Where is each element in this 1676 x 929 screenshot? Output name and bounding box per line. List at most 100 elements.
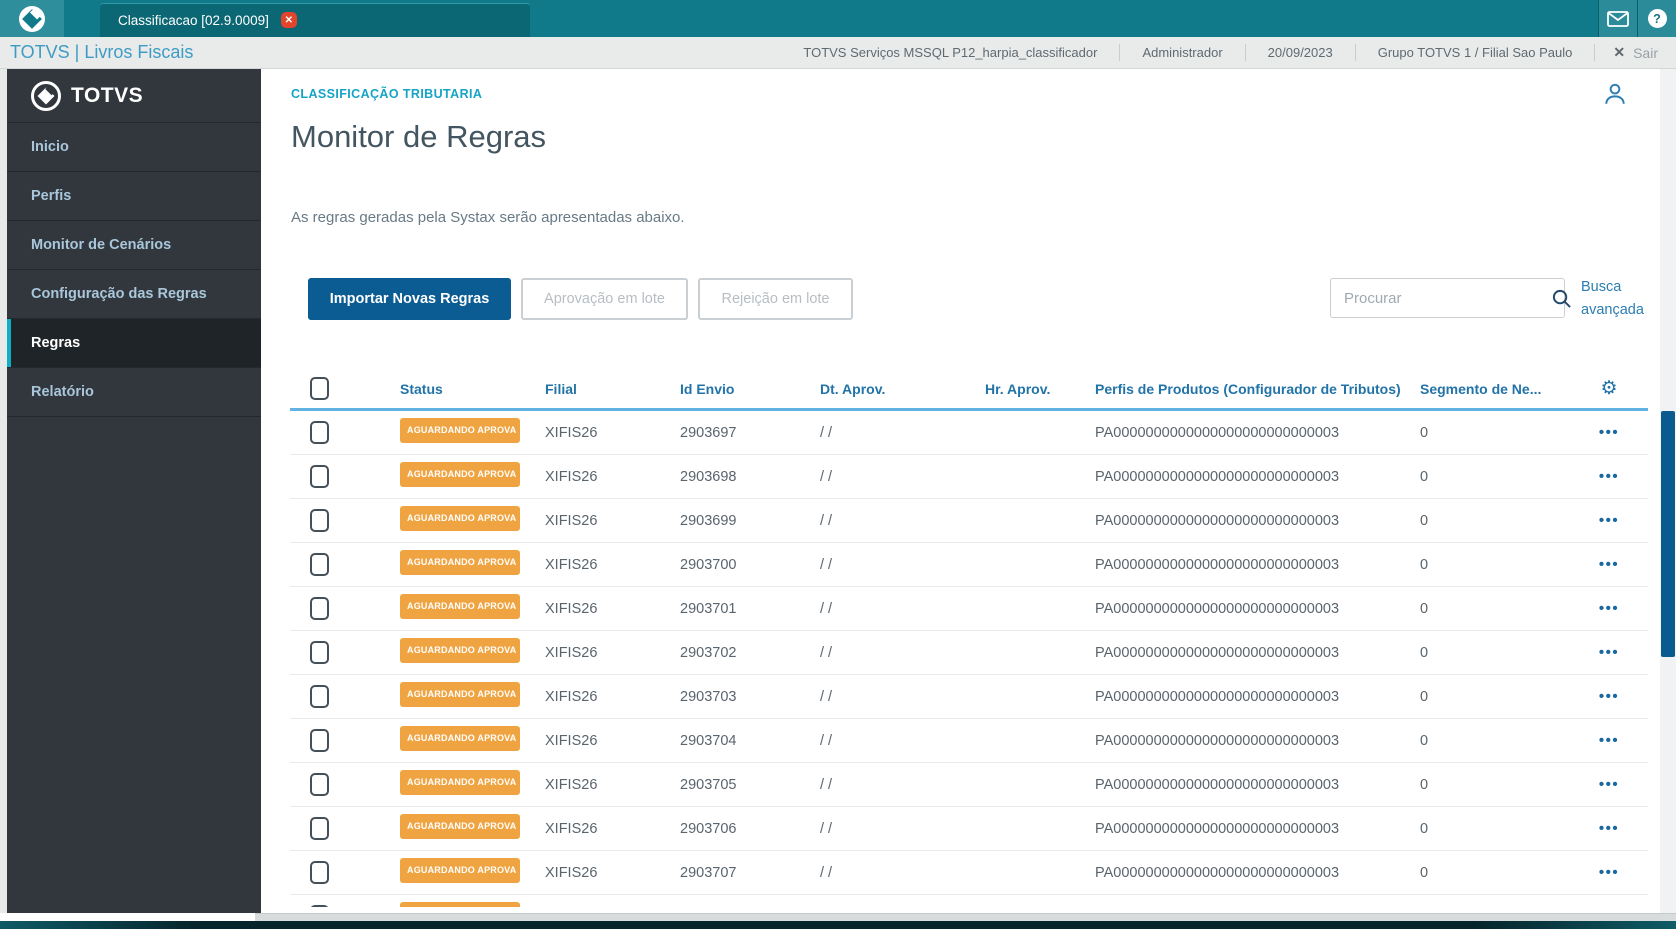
status-badge: AGUARDANDO APROVA — [400, 418, 520, 443]
search-icon[interactable] — [1551, 288, 1582, 309]
cell-segmento: 0 — [1420, 732, 1429, 749]
row-more-actions-button[interactable]: ••• — [1598, 600, 1620, 617]
import-rules-button[interactable]: Importar Novas Regras — [308, 278, 511, 320]
sidebar-item-configuração-das-regras[interactable]: Configuração das Regras — [7, 270, 261, 319]
totvs-logo-icon — [19, 5, 45, 32]
horizontal-scrollbar-track[interactable] — [255, 913, 1676, 921]
table-row: AGUARDANDO APROVA XIFIS26 2903700 / / PA… — [290, 543, 1648, 587]
cell-id-envio: 2903706 — [680, 820, 737, 837]
mail-button[interactable] — [1598, 0, 1637, 37]
cell-id-envio: 2903697 — [680, 424, 737, 441]
column-header-perfis[interactable]: Perfis de Produtos (Configurador de Trib… — [1095, 380, 1401, 397]
select-all-checkbox[interactable] — [310, 377, 329, 400]
sidebar-item-inicio[interactable]: Inicio — [7, 123, 261, 172]
vertical-scrollbar-track[interactable] — [1660, 69, 1676, 913]
row-checkbox[interactable] — [310, 817, 329, 840]
sidebar-item-regras[interactable]: Regras — [7, 319, 261, 368]
help-button[interactable]: ? — [1637, 0, 1676, 37]
row-more-actions-button[interactable]: ••• — [1598, 556, 1620, 573]
advanced-search-link[interactable]: Busca avançada — [1581, 276, 1661, 322]
window-titlebar: Classificacao [02.9.0009] ✕ ? — [0, 0, 1676, 37]
row-more-actions-button[interactable]: ••• — [1598, 732, 1620, 749]
breadcrumb: CLASSIFICAÇÃO TRIBUTARIA — [291, 87, 483, 101]
app-logo-button[interactable] — [0, 0, 64, 37]
cell-dt-aprov: / / — [820, 820, 833, 837]
column-header-hr-aprov[interactable]: Hr. Aprov. — [985, 380, 1051, 397]
cell-perfil: PA0000000000000000000000000003 — [1095, 776, 1340, 793]
batch-approve-button[interactable]: Aprovação em lote — [521, 278, 688, 320]
row-checkbox[interactable] — [310, 905, 329, 907]
row-more-actions-button[interactable]: ••• — [1598, 644, 1620, 661]
cell-segmento: 0 — [1420, 468, 1429, 485]
cell-dt-aprov: / / — [820, 424, 833, 441]
row-checkbox[interactable] — [310, 465, 329, 488]
group-branch: Grupo TOTVS 1 / Filial Sao Paulo — [1377, 45, 1573, 60]
divider — [1594, 44, 1596, 61]
cell-dt-aprov: / / — [820, 688, 833, 705]
row-more-actions-button[interactable]: ••• — [1598, 512, 1620, 529]
status-badge: AGUARDANDO APROVA — [400, 638, 520, 663]
cell-perfil: PA0000000000000000000000000003 — [1095, 688, 1340, 705]
row-more-actions-button[interactable]: ••• — [1598, 820, 1620, 837]
cell-perfil: PA0000000000000000000000000003 — [1095, 512, 1340, 529]
sidebar-item-perfis[interactable]: Perfis — [7, 172, 261, 221]
row-more-actions-button[interactable]: ••• — [1598, 468, 1620, 485]
row-checkbox[interactable] — [310, 773, 329, 796]
cell-segmento: 0 — [1420, 600, 1429, 617]
row-more-actions-button[interactable]: ••• — [1598, 688, 1620, 705]
cell-id-envio: 2903699 — [680, 512, 737, 529]
row-checkbox[interactable] — [310, 421, 329, 444]
logout-label: Sair — [1633, 44, 1658, 61]
sidebar: TOTVS Inicio Perfis Monitor de Cenários Con… — [7, 69, 261, 913]
batch-reject-button[interactable]: Rejeição em lote — [698, 278, 853, 320]
totvs-logo-icon — [31, 80, 61, 111]
row-checkbox[interactable] — [310, 641, 329, 664]
column-header-segmento[interactable]: Segmento de Ne... — [1420, 380, 1542, 397]
status-badge: AGUARDANDO APROVA — [400, 682, 520, 707]
status-badge: AGUARDANDO APROVA — [400, 770, 520, 795]
column-header-filial[interactable]: Filial — [545, 380, 577, 397]
status-badge: AGUARDANDO APROVA — [400, 858, 520, 883]
tab-close-icon[interactable]: ✕ — [280, 12, 297, 28]
row-more-actions-button[interactable]: ••• — [1598, 424, 1620, 441]
row-checkbox[interactable] — [310, 729, 329, 752]
row-more-actions-button[interactable]: ••• — [1598, 776, 1620, 793]
table-row: AGUARDANDO APROVA XIFIS26 2903703 / / PA… — [290, 675, 1648, 719]
table-row: AGUARDANDO APROVA XIFIS26 2903697 / / PA… — [290, 895, 1648, 907]
vertical-scrollbar-thumb[interactable] — [1661, 411, 1675, 657]
column-settings-gear-icon[interactable]: ⚙ — [1600, 378, 1618, 399]
brand-title: TOTVS | Livros Fiscais — [10, 42, 194, 62]
cell-id-envio: 2903700 — [680, 556, 737, 573]
help-icon: ? — [1647, 9, 1667, 28]
divider — [1244, 44, 1246, 61]
logout-button[interactable]: ✕ Sair — [1595, 44, 1676, 61]
current-date: 20/09/2023 — [1267, 45, 1333, 60]
user-profile-button[interactable] — [1602, 81, 1628, 112]
cell-id-envio: 2903698 — [680, 468, 737, 485]
cell-perfil: PA0000000000000000000000000003 — [1095, 644, 1340, 661]
cell-id-envio: 2903707 — [680, 864, 737, 881]
row-more-actions-button[interactable]: ••• — [1598, 864, 1620, 881]
row-checkbox[interactable] — [310, 553, 329, 576]
column-header-id-envio[interactable]: Id Envio — [680, 380, 735, 397]
status-badge: AGUARDANDO APROVA — [400, 462, 520, 487]
cell-id-envio: 2903702 — [680, 644, 737, 661]
column-header-status[interactable]: Status — [400, 380, 443, 397]
cell-filial: XIFIS26 — [545, 512, 598, 529]
cell-perfil: PA0000000000000000000000000003 — [1095, 600, 1340, 617]
sidebar-item-monitor-de-cenários[interactable]: Monitor de Cenários — [7, 221, 261, 270]
sidebar-logo-label: TOTVS — [71, 83, 144, 107]
app-tab-classificacao[interactable]: Classificacao [02.9.0009] ✕ — [100, 3, 530, 37]
row-checkbox[interactable] — [310, 597, 329, 620]
row-checkbox[interactable] — [310, 509, 329, 532]
cell-filial: XIFIS26 — [545, 556, 598, 573]
cell-id-envio: 2903705 — [680, 776, 737, 793]
row-checkbox[interactable] — [310, 685, 329, 708]
rules-table: Status Filial Id Envio Dt. Aprov. Hr. Ap… — [290, 369, 1648, 907]
column-header-dt-aprov[interactable]: Dt. Aprov. — [820, 380, 886, 397]
search-input[interactable] — [1331, 289, 1551, 307]
cell-filial: XIFIS26 — [545, 424, 598, 441]
sidebar-item-relatório[interactable]: Relatório — [7, 368, 261, 417]
row-checkbox[interactable] — [310, 861, 329, 884]
